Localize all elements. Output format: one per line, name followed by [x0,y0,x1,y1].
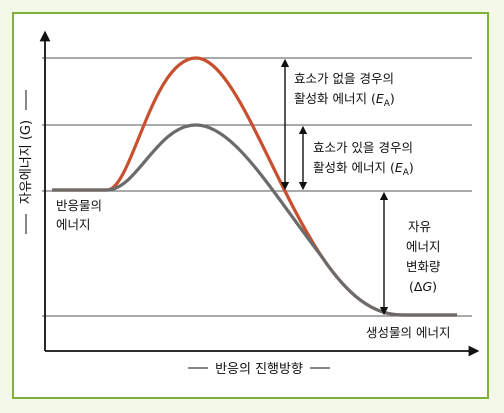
energy-profile-diagram: 자유에너지 (G) 반응의 진행방향 반응물의 에너지 생성물의 에너지 효소가… [19,30,480,377]
delta-g-open: (Δ [409,279,423,294]
diagram-panel: 자유에너지 (G) 반응의 진행방향 반응물의 에너지 생성물의 에너지 효소가… [12,12,489,399]
ea-without-symbol: E [376,91,384,106]
delta-g-label-line4: (ΔG) [409,279,437,294]
delta-g-label-line3: 변화량 [406,259,441,274]
ea-with-enzyme-label-line1: 효소가 있을 경우의 [313,140,413,155]
ea-without-subscript: A [384,99,391,109]
delta-g-label-line1: 자유 [408,219,431,234]
ea-without-enzyme-text: 활성화 에너지 ( [294,91,376,106]
ea-with-close-paren: ) [409,160,414,175]
ea-with-subscript: A [403,168,410,178]
delta-g-label-line2: 에너지 [406,239,441,254]
delta-g-symbol: G [422,279,432,294]
product-energy-label: 생성물의 에너지 [366,325,450,340]
ea-without-enzyme-label-line2: 활성화 에너지 (EA) [294,91,395,109]
y-axis-label-group: 자유에너지 (G) [19,90,34,234]
ea-without-close-paren: ) [390,91,395,106]
x-axis-label-group: 반응의 진행방향 [188,361,330,377]
ea-without-enzyme-label-line1: 효소가 없을 경우의 [294,71,394,86]
ea-with-symbol: E [395,160,403,175]
ea-with-enzyme-label-line2: 활성화 에너지 (EA) [313,160,414,178]
ea-with-enzyme-text: 활성화 에너지 ( [313,160,395,175]
uncatalyzed-energy-curve [52,56,457,317]
reactant-energy-label-line1: 반응물의 [56,198,102,213]
x-axis-label: 반응의 진행방향 [215,361,303,377]
delta-g-close: ) [432,279,437,294]
y-axis-label: 자유에너지 (G) [19,120,34,204]
reactant-energy-label-line2: 에너지 [56,217,91,232]
catalyzed-energy-curve [52,123,457,317]
